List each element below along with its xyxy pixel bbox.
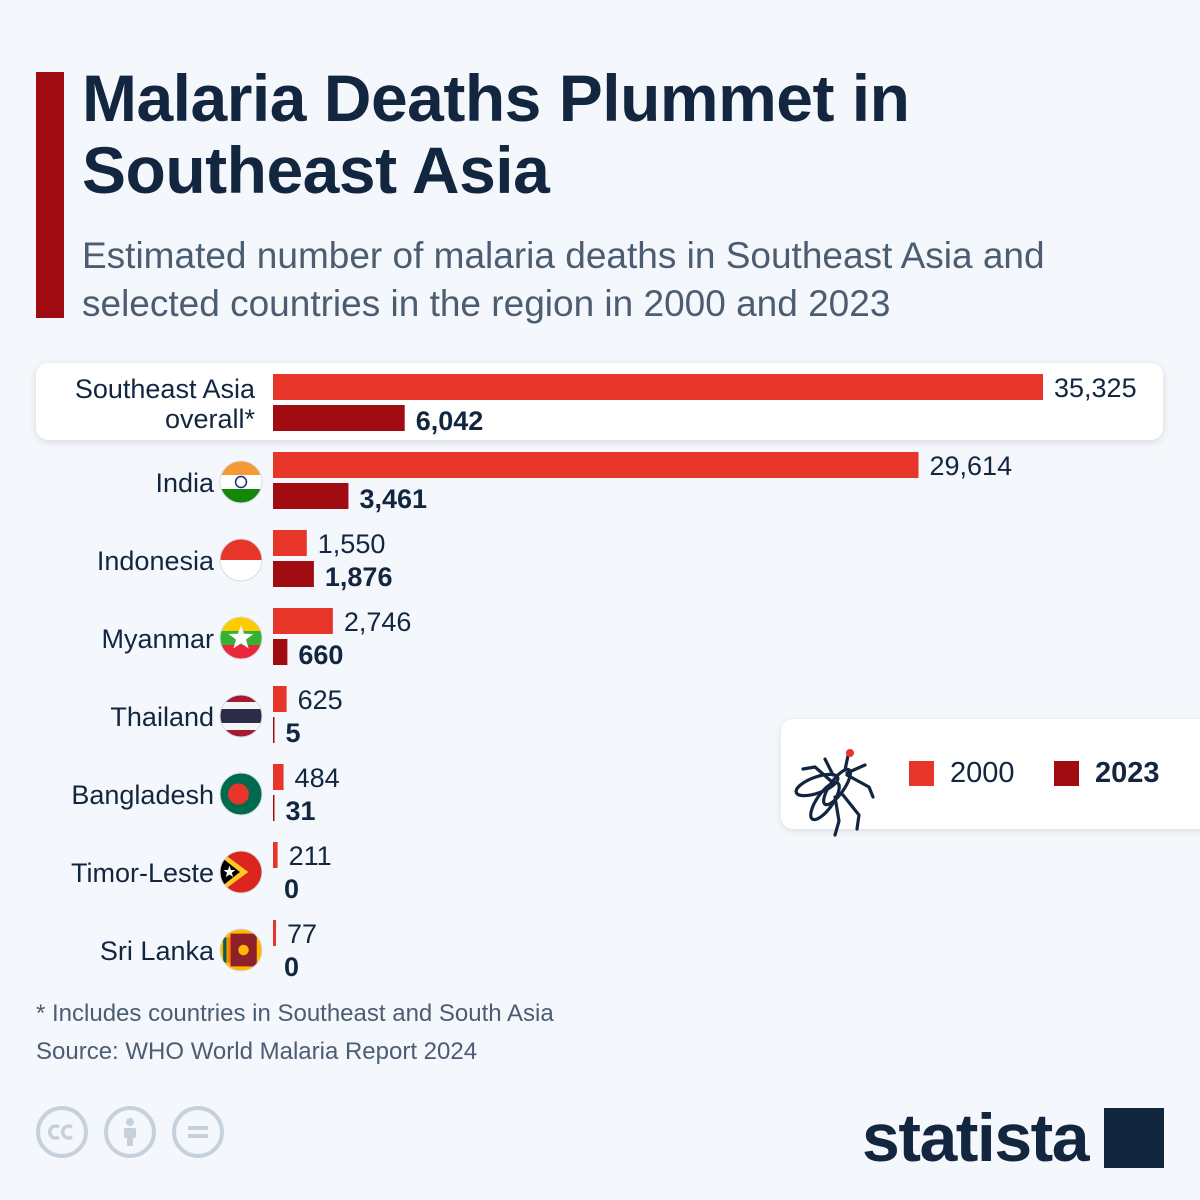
bar-2023	[273, 561, 314, 587]
bar-2000	[273, 686, 287, 712]
statista-logo-icon	[1104, 1108, 1165, 1168]
category-label: Indonesia	[97, 546, 215, 576]
bar-2023	[273, 639, 288, 665]
category-label: India	[155, 468, 215, 498]
cc-icon[interactable]	[36, 1106, 88, 1158]
category-label: overall*	[165, 404, 256, 434]
category-label: Bangladesh	[71, 780, 214, 810]
data-label-2023: 660	[298, 640, 343, 670]
flag-outline	[219, 772, 263, 816]
chart-subtitle: Estimated number of malaria deaths in So…	[82, 235, 1045, 324]
sri-lanka-flag-icon	[220, 929, 262, 971]
myanmar-flag-icon	[220, 617, 262, 659]
data-label-2023: 0	[284, 952, 299, 982]
data-label-2023: 31	[286, 796, 316, 826]
bar-2000	[273, 842, 278, 868]
source-note: Source: WHO World Malaria Report 2024	[36, 1038, 478, 1065]
bar-2000	[273, 608, 333, 634]
bar-2000	[273, 920, 276, 946]
flag-outline	[219, 460, 263, 504]
flag-outline	[219, 616, 263, 660]
data-label-2000: 211	[289, 841, 332, 871]
flag-outline	[219, 538, 263, 582]
bar-2023	[273, 405, 405, 431]
cc-glyph-icon	[48, 1124, 73, 1140]
legend-swatch-2023	[1054, 761, 1079, 786]
indonesia-flag-icon	[220, 539, 262, 581]
data-label-2000: 484	[295, 763, 340, 793]
bar-2000	[273, 374, 1043, 400]
title-accent-bar	[36, 72, 64, 318]
data-label-2000: 77	[287, 919, 317, 949]
flag-outline	[219, 928, 263, 972]
data-label-2000: 2,746	[344, 607, 412, 637]
flag-outline	[219, 694, 263, 738]
legend-label-2000: 2000	[950, 757, 1015, 789]
data-label-2023: 6,042	[416, 406, 484, 436]
legend-label-2023: 2023	[1095, 757, 1160, 789]
footnote: * Includes countries in Southeast and So…	[36, 1000, 554, 1027]
thailand-flag-icon	[220, 695, 262, 737]
no-derivatives-icon[interactable]	[172, 1106, 224, 1158]
category-label: Thailand	[110, 702, 214, 732]
statista-brand[interactable]: statista	[862, 1098, 1165, 1178]
data-label-2000: 35,325	[1054, 373, 1137, 403]
data-label-2000: 625	[298, 685, 343, 715]
chart-title: Malaria Deaths Plummet in Southeast Asia	[82, 61, 910, 207]
bar-2023	[273, 483, 349, 509]
data-label-2023: 0	[284, 874, 299, 904]
legend: 2000 2023	[781, 719, 1200, 837]
bar-2023	[273, 717, 275, 743]
timor-leste-flag-icon	[220, 851, 262, 893]
legend-item-2000: 2000	[909, 757, 1015, 790]
india-flag-icon	[220, 461, 262, 503]
data-label-2000: 1,550	[318, 529, 386, 559]
bar-2000	[273, 764, 284, 790]
legend-item-2023: 2023	[1054, 757, 1160, 790]
bangladesh-flag-icon	[220, 773, 262, 815]
person-glyph-icon	[124, 1118, 136, 1146]
legend-swatch-2000	[909, 761, 934, 786]
statista-wordmark: statista	[862, 1100, 1090, 1176]
category-label: Timor-Leste	[71, 858, 214, 888]
data-label-2000: 29,614	[930, 451, 1013, 481]
equals-glyph-icon	[188, 1126, 208, 1138]
license-icons	[36, 1106, 224, 1158]
category-label: Sri Lanka	[100, 936, 215, 966]
category-label: Myanmar	[101, 624, 214, 654]
attribution-icon[interactable]	[104, 1106, 156, 1158]
data-label-2023: 3,461	[359, 484, 427, 514]
category-label: Southeast Asia	[75, 374, 256, 404]
flag-outline	[219, 850, 263, 894]
mosquito-icon	[794, 749, 875, 837]
data-label-2023: 5	[286, 718, 301, 748]
bar-2000	[273, 452, 919, 478]
bar-2000	[273, 530, 307, 556]
bar-2023	[273, 795, 275, 821]
data-label-2023: 1,876	[325, 562, 393, 592]
